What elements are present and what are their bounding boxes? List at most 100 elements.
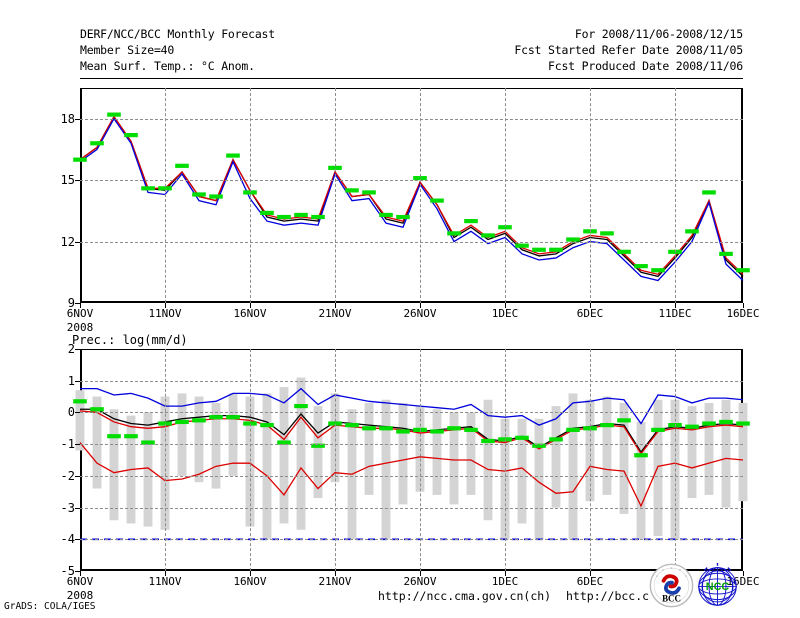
ensemble-range-bar (381, 399, 391, 540)
ensemble-range-bar (551, 406, 561, 508)
x-tick-mark (335, 303, 336, 308)
ensemble-range-bar (262, 393, 272, 540)
gridline-vertical (675, 88, 676, 303)
y-axis-tick-label: -5 (60, 564, 75, 578)
x-axis-year-label: 2008 (66, 589, 94, 602)
gridline-vertical (250, 88, 251, 303)
ensemble-mean-black (80, 408, 744, 454)
temperature-chart: 9 12 15 18 6NOV 11NOV 16NOV 21NOV 26NOV 1DEC 6DEC 1… (61, 88, 760, 334)
bcc-logo-icon: BCC (649, 563, 694, 608)
y-tick-mark (75, 475, 80, 477)
ensemble-range-bar (75, 390, 85, 451)
y-axis-tick-label: -2 (60, 468, 75, 483)
ensemble-range-bar (534, 418, 544, 540)
precipitation-frame-top (80, 349, 743, 350)
gridline-vertical (250, 349, 251, 571)
ensemble-range-bar (568, 393, 578, 540)
x-tick-mark (590, 571, 591, 576)
y-tick-mark (75, 412, 80, 414)
ensemble-range-bar (177, 393, 187, 476)
x-axis-tick-label: 11NOV (148, 307, 182, 320)
ensemble-range-bar (636, 421, 646, 540)
x-axis-tick-label: 26NOV (403, 307, 437, 320)
gridline-vertical (165, 88, 166, 303)
grads-credit: GrADS: COLA/IGES (4, 601, 96, 612)
y-axis-tick-label: -1 (60, 437, 75, 452)
forecast-blue (79, 117, 744, 282)
x-tick-mark (165, 571, 166, 576)
observation-green (73, 112, 750, 273)
y-tick-mark (75, 349, 80, 350)
x-tick-mark (675, 303, 676, 308)
ensemble-range-bar (313, 406, 323, 499)
y-tick-mark (75, 507, 80, 509)
ensemble-range-bar (296, 377, 306, 530)
gridline-horizontal (80, 475, 743, 477)
ensemble-range-bar (619, 402, 629, 514)
header-title: DERF/NCC/BCC Monthly Forecast (80, 27, 275, 41)
header-divider (80, 78, 743, 79)
ensemble-mean-black (79, 115, 744, 278)
precipitation-title: Prec.: log(mm/d) (72, 333, 188, 347)
gridline-vertical (505, 88, 506, 303)
ensemble-range-bar (466, 412, 476, 495)
x-tick-mark (743, 571, 744, 576)
ensemble-range-bar (92, 396, 102, 489)
x-tick-mark (165, 303, 166, 308)
ensemble-range-bar (517, 418, 527, 524)
gridline-horizontal (80, 241, 743, 243)
y-tick-mark (75, 571, 80, 572)
gridline-horizontal (80, 539, 743, 541)
ncc-logo-label: NCC (706, 581, 730, 593)
observation-green (73, 399, 750, 458)
x-tick-mark (80, 303, 81, 308)
y-axis-tick-label: 18 (60, 111, 75, 126)
y-tick-mark (75, 303, 80, 304)
header-start-date: Fcst Started Refer Date 2008/11/05 (514, 43, 743, 57)
ensemble-range-bar (449, 412, 459, 505)
gridline-vertical (335, 88, 336, 303)
x-axis-tick-label: 6NOV (66, 307, 94, 320)
ensemble-range-bar (279, 387, 289, 524)
bcc-url[interactable]: http://bcc.c (566, 589, 650, 603)
x-axis-tick-label: 6DEC (576, 307, 604, 320)
ensemble-range-bar (738, 402, 748, 502)
gridline-horizontal (80, 118, 743, 120)
y-tick-mark (75, 118, 80, 120)
y-axis-tick-label: 9 (67, 296, 75, 310)
x-tick-mark (420, 571, 421, 576)
x-axis-tick-label: 16NOV (233, 575, 267, 588)
ncc-url[interactable]: http://ncc.cma.gov.cn(ch) (378, 589, 552, 603)
y-tick-mark (75, 444, 80, 446)
gridline-vertical (420, 88, 421, 303)
x-tick-mark (420, 303, 421, 308)
forecast-red (79, 115, 744, 276)
ensemble-range-bar (415, 406, 425, 492)
gridline-vertical (675, 349, 676, 571)
precipitation-chart: -5 -4 -3 -2 -1 0 1 2 6NOV 11NOV 16NOV 21NOV 26NOV 1DE… (61, 342, 760, 602)
ensemble-range-bar (398, 402, 408, 505)
gridline-vertical (505, 349, 506, 571)
ensemble-range-bar (432, 409, 442, 495)
y-axis-tick-label: -4 (60, 532, 75, 547)
y-axis-tick-label: 15 (60, 173, 75, 188)
gridline-vertical (590, 349, 591, 571)
x-tick-mark (80, 571, 81, 576)
x-tick-mark (250, 303, 251, 308)
ensemble-range-bar (109, 409, 119, 521)
gridline-vertical (335, 349, 336, 571)
ensemble-range-bar (500, 418, 510, 540)
y-tick-mark (75, 539, 80, 541)
temperature-plot-frame (80, 88, 743, 303)
gridline-vertical (165, 349, 166, 571)
gridline-horizontal (80, 380, 743, 382)
y-axis-tick-label: 12 (60, 234, 75, 249)
ensemble-range-bar (211, 402, 221, 489)
y-axis-tick-label: 1 (67, 373, 75, 388)
header-produced-date: Fcst Produced Date 2008/11/06 (548, 59, 743, 73)
bcc-logo-label: BCC (662, 593, 681, 603)
x-axis-tick-label: 21NOV (318, 307, 352, 320)
temperature-frame-right (741, 88, 743, 303)
x-axis-tick-label: 11NOV (148, 575, 182, 588)
